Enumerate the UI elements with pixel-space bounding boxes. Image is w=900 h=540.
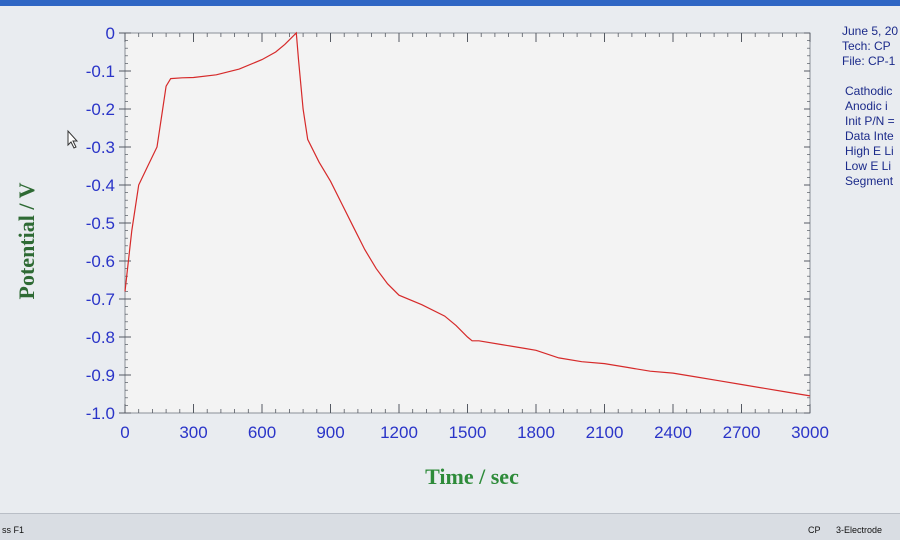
x-tick-label: 600 <box>248 423 276 442</box>
status-bar: ss F1 CP 3-Electrode <box>0 513 900 540</box>
info-panel-line: Segment <box>845 174 894 188</box>
y-tick-labels: 0 -0.1 -0.2 -0.3 -0.4 -0.5 -0.6 -0.7 -0.8 -0.9 -1.… <box>86 24 115 423</box>
y-tick-label: -0.2 <box>86 100 115 119</box>
y-tick-label: -0.3 <box>86 138 115 157</box>
x-tick-label: 900 <box>316 423 344 442</box>
info-panel-line: Anodic i <box>845 99 888 113</box>
window-title-strip <box>0 0 900 6</box>
series-line <box>124 31 811 397</box>
x-tick-label: 1800 <box>517 423 555 442</box>
info-panel-line: Init P/N = <box>845 114 895 128</box>
info-panel-line: Low E Li <box>845 159 891 173</box>
x-tick-label: 0 <box>120 423 129 442</box>
info-panel-line: Data Inte <box>845 129 894 143</box>
x-tick-label: 2100 <box>586 423 624 442</box>
info-panel-line: File: CP-1 <box>842 54 896 68</box>
x-axis-title: Time / sec <box>425 464 519 489</box>
x-tick-label: 300 <box>179 423 207 442</box>
y-tick-label: -1.0 <box>86 404 115 423</box>
y-tick-label: -0.6 <box>86 252 115 271</box>
info-panel-line: June 5, 20 <box>842 24 898 38</box>
axis-ticks <box>119 32 811 414</box>
x-tick-label: 2400 <box>654 423 692 442</box>
plot-window: 0 -0.1 -0.2 -0.3 -0.4 -0.5 -0.6 -0.7 -0.8 -0.9 -1.… <box>0 6 900 514</box>
info-panel-line: Tech: CP <box>842 39 891 53</box>
y-tick-label: -0.1 <box>86 62 115 81</box>
y-tick-label: -0.9 <box>86 366 115 385</box>
plot-area[interactable] <box>124 32 811 414</box>
potential-time-chart: 0 -0.1 -0.2 -0.3 -0.4 -0.5 -0.6 -0.7 -0.8 -0.9 -1.… <box>0 6 900 514</box>
y-tick-label: 0 <box>106 24 115 43</box>
status-technique: CP <box>808 525 821 535</box>
y-tick-label: -0.5 <box>86 214 115 233</box>
y-tick-label: -0.4 <box>86 176 115 195</box>
status-electrode: 3-Electrode <box>836 525 883 535</box>
y-tick-label: -0.7 <box>86 290 115 309</box>
x-tick-label: 2700 <box>723 423 761 442</box>
mouse-cursor-icon <box>67 129 79 149</box>
x-tick-label: 3000 <box>791 423 829 442</box>
info-panel-line: High E Li <box>845 144 894 158</box>
x-tick-label: 1200 <box>380 423 418 442</box>
x-tick-label: 1500 <box>449 423 487 442</box>
y-tick-label: -0.8 <box>86 328 115 347</box>
status-left-text: ss F1 <box>2 525 25 535</box>
y-axis-title: Potential / V <box>14 182 39 299</box>
x-tick-labels: 0 300 600 900 1200 1500 1800 2100 2400 2700 3000 <box>120 423 829 442</box>
info-panel-line: Cathodic <box>845 84 892 98</box>
